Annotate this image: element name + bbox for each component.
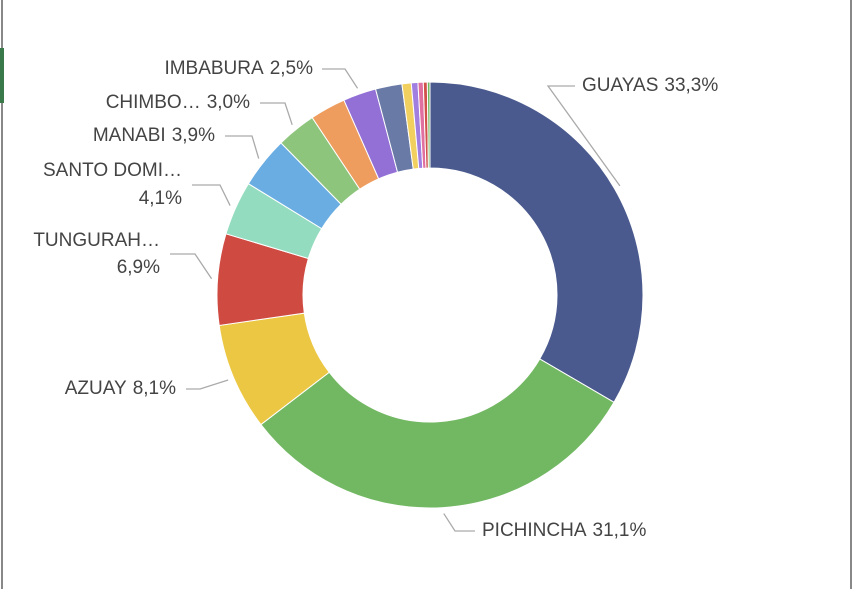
leader-line [443,513,475,532]
value-label: 3,9% [172,125,215,146]
category-name: PICHINCHA [482,520,587,541]
data-label: PICHINCHA 31,1% [482,520,646,541]
leader-line [546,85,621,187]
value-label: 3,0% [207,92,250,113]
leader-line [192,184,231,206]
data-label: MANABI 3,9% [93,125,215,146]
category-name: TUNGURAH… [33,230,160,251]
category-name: AZUAY [65,378,127,399]
data-label: GUAYAS 33,3% [582,75,718,96]
category-name: CHIMBO… [106,92,201,113]
leader-line [186,379,229,390]
donut-slice [260,358,615,509]
donut-slice [426,81,431,169]
leader-line [225,135,260,159]
leader-line [322,68,359,89]
value-label: 4,1% [139,188,182,209]
value-label: 6,9% [117,257,160,278]
category-name: IMBABURA [164,58,264,79]
value-label: 8,1% [133,378,176,399]
leader-line [260,102,293,126]
data-label: IMBABURA 2,5% [164,58,313,79]
value-label: 31,1% [593,520,647,541]
value-label: 33,3% [664,75,718,96]
category-name: GUAYAS [582,75,658,96]
value-label: 2,5% [270,58,313,79]
category-name: SANTO DOMI… [43,160,182,181]
frame-tab [0,48,4,103]
category-name: MANABI [93,125,166,146]
data-label: AZUAY 8,1% [65,378,176,399]
data-label: CHIMBO… 3,0% [106,92,250,113]
leader-line [170,253,213,280]
donut-slice [429,81,644,403]
